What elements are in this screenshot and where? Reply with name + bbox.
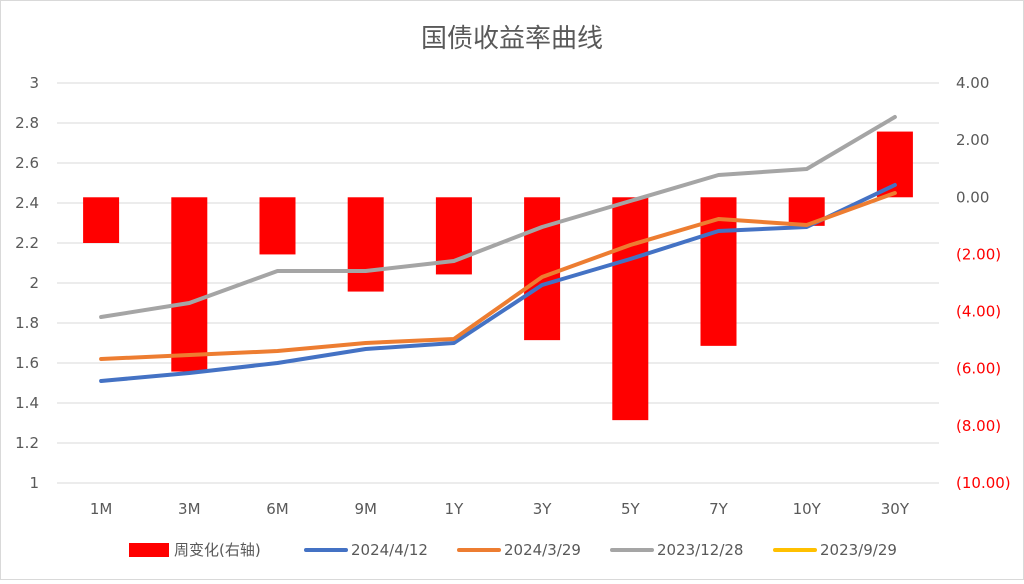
weekly-change-bar [259, 197, 296, 255]
x-tick-label: 7Y [709, 500, 729, 518]
weekly-change-bars [83, 131, 913, 421]
x-tick-label: 9M [354, 500, 377, 518]
weekly-change-bar [876, 131, 913, 198]
weekly-change-bar [83, 197, 120, 243]
chart-title: 国债收益率曲线 [421, 24, 603, 54]
series-line [99, 191, 897, 361]
weekly-change-bar [347, 197, 384, 292]
left-tick-label: 1.8 [15, 314, 39, 332]
right-tick-label: (8.00) [956, 417, 1001, 435]
right-tick-label: 2.00 [956, 131, 989, 149]
legend-label: 2023/12/28 [657, 541, 743, 559]
right-tick-label: (2.00) [956, 245, 1001, 263]
x-tick-label: 3Y [533, 500, 553, 518]
x-tick-label: 1M [90, 500, 113, 518]
left-tick-label: 2.4 [15, 194, 39, 212]
left-tick-label: 2.2 [15, 234, 39, 252]
left-tick-label: 2 [29, 274, 39, 292]
legend-label: 2023/9/29 [820, 541, 897, 559]
legend: 周变化(右轴) 2024/4/12 2024/3/29 2023/12/28 2023/… [129, 541, 897, 559]
legend-label: 2024/4/12 [351, 541, 428, 559]
left-tick-label: 1.6 [15, 354, 39, 372]
right-tick-label: (4.00) [956, 303, 1001, 321]
yield-lines [99, 115, 897, 383]
legend-label: 2024/3/29 [504, 541, 581, 559]
right-axis-ticks: (10.00) (8.00) (6.00) (4.00) (2.00) 0.00 2.00 4… [956, 74, 1011, 492]
left-axis-ticks: 1 1.2 1.4 1.6 1.8 2 2.2 2.4 2.6 2.8 3 [15, 74, 39, 492]
left-tick-label: 2.8 [15, 114, 39, 132]
x-tick-label: 30Y [881, 500, 910, 518]
right-tick-label: (6.00) [956, 360, 1001, 378]
x-tick-label: 6M [266, 500, 289, 518]
x-tick-label: 5Y [621, 500, 641, 518]
series-line [99, 115, 897, 319]
legend-label: 周变化(右轴) [174, 541, 261, 559]
left-tick-label: 1 [29, 474, 39, 492]
legend-swatch-bar [129, 543, 169, 557]
weekly-change-bar [612, 197, 649, 421]
weekly-change-bar [171, 197, 208, 372]
left-tick-label: 2.6 [15, 154, 39, 172]
left-tick-label: 3 [29, 74, 39, 92]
x-axis-ticks: 1M 3M 6M 9M 1Y 3Y 5Y 7Y 10Y 30Y [90, 500, 910, 518]
weekly-change-bar [524, 197, 561, 341]
x-tick-label: 1Y [445, 500, 465, 518]
series-line [99, 183, 897, 383]
right-tick-label: 4.00 [956, 74, 989, 92]
left-tick-label: 1.2 [15, 434, 39, 452]
x-tick-label: 10Y [793, 500, 822, 518]
x-tick-label: 3M [178, 500, 201, 518]
right-tick-label: 0.00 [956, 188, 989, 206]
left-tick-label: 1.4 [15, 394, 39, 412]
right-tick-label: (10.00) [956, 474, 1011, 492]
